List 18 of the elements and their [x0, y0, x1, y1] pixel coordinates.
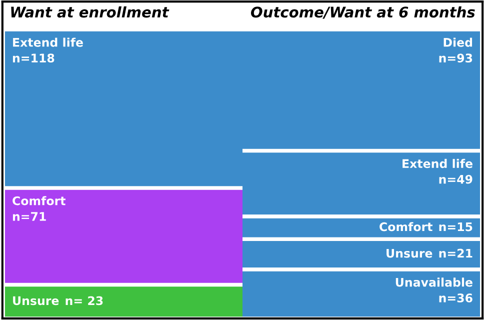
data-label: n= 23: [66, 296, 103, 306]
category-label: Unsure: [386, 248, 432, 258]
text: Outcome/Want at 6 months: [250, 6, 475, 19]
category-label: Extend life: [13, 38, 83, 47]
data-label: n=15: [439, 222, 472, 232]
category-label: Extend life: [402, 158, 472, 168]
category-label: Unavailable: [396, 278, 472, 287]
category-label: Comfort: [12, 196, 66, 206]
data-label: n=36: [439, 293, 472, 302]
data-label: n=118: [12, 54, 54, 63]
category-label: Unsure: [13, 296, 59, 306]
text: Want at enrollment: [11, 6, 170, 18]
category-label: Comfort: [380, 222, 432, 232]
data-label: n=93: [439, 54, 472, 63]
data-label: n=71: [12, 212, 46, 221]
category-label: Died: [444, 38, 472, 47]
data-label: n=21: [439, 248, 472, 258]
data-label: n=49: [439, 174, 472, 184]
